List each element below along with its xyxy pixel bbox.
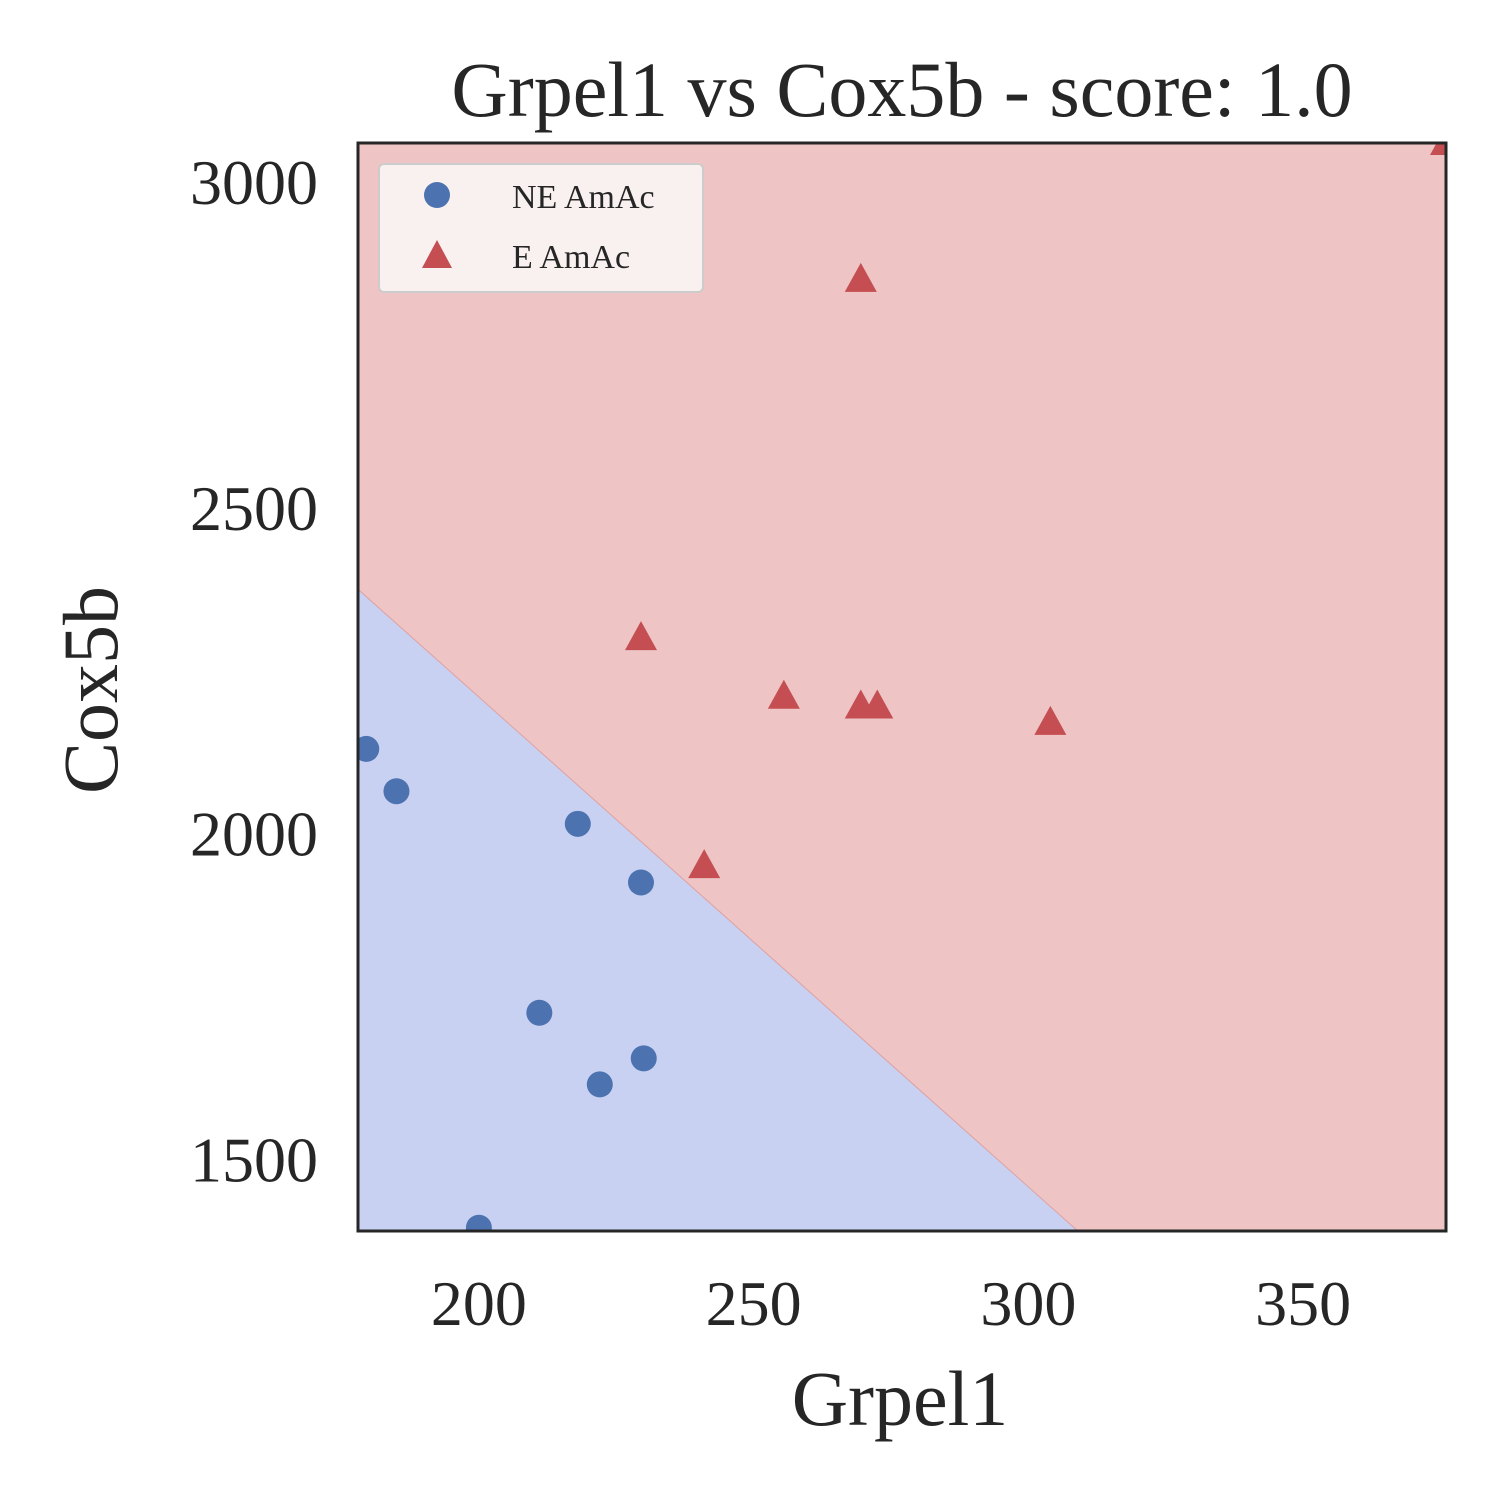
ne-amac-point-6 xyxy=(630,1045,657,1072)
legend: NE AmAc E AmAc xyxy=(378,163,704,293)
e-amac-point-0 xyxy=(624,621,657,651)
legend-marker-e-amac xyxy=(422,240,452,268)
y-tick-label-2000: 2000 xyxy=(190,799,318,870)
e-amac-point-2 xyxy=(767,679,800,709)
ne-amac-point-4 xyxy=(526,999,553,1026)
ne-amac-point-5 xyxy=(586,1071,613,1098)
data-points xyxy=(358,143,1446,1231)
x-tick-label-300: 300 xyxy=(980,1268,1076,1339)
e-amac-point-5 xyxy=(1034,705,1067,735)
ne-amac-point-7 xyxy=(465,1214,492,1231)
x-tick-label-350: 350 xyxy=(1255,1268,1351,1339)
chart-title: Grpel1 vs Cox5b - score: 1.0 xyxy=(451,46,1352,133)
y-axis-label: Cox5b xyxy=(47,586,134,794)
decision-boundary-line xyxy=(358,588,1079,1231)
ne-amac-point-2 xyxy=(564,810,591,837)
ne-amac-point-1 xyxy=(383,778,410,805)
y-tick-label-1500: 1500 xyxy=(190,1124,318,1195)
plot-frame xyxy=(356,141,1448,1233)
e-amac-point-6 xyxy=(844,262,877,292)
e-amac-point-4 xyxy=(861,689,894,719)
legend-marker-ne-amac xyxy=(424,182,450,208)
decision-regions xyxy=(358,143,1446,1231)
y-axis-ticks: 1500 2000 2500 3000 xyxy=(190,147,318,1195)
legend-box xyxy=(378,163,704,293)
x-tick-label-200: 200 xyxy=(431,1268,527,1339)
legend-label-e-amac: E AmAc xyxy=(512,239,630,276)
e-amac-point-7 xyxy=(1430,143,1446,155)
e-amac-point-1 xyxy=(688,849,721,879)
legend-label-ne-amac: NE AmAc xyxy=(512,179,655,216)
ne-amac-point-0 xyxy=(358,735,380,762)
y-tick-label-3000: 3000 xyxy=(190,147,318,218)
y-tick-label-2500: 2500 xyxy=(190,473,318,544)
ne-amac-point-3 xyxy=(627,869,654,896)
x-tick-label-250: 250 xyxy=(706,1268,802,1339)
x-axis-ticks: 200 250 300 350 xyxy=(431,1268,1351,1339)
x-axis-label: Grpel1 xyxy=(792,1355,1009,1442)
